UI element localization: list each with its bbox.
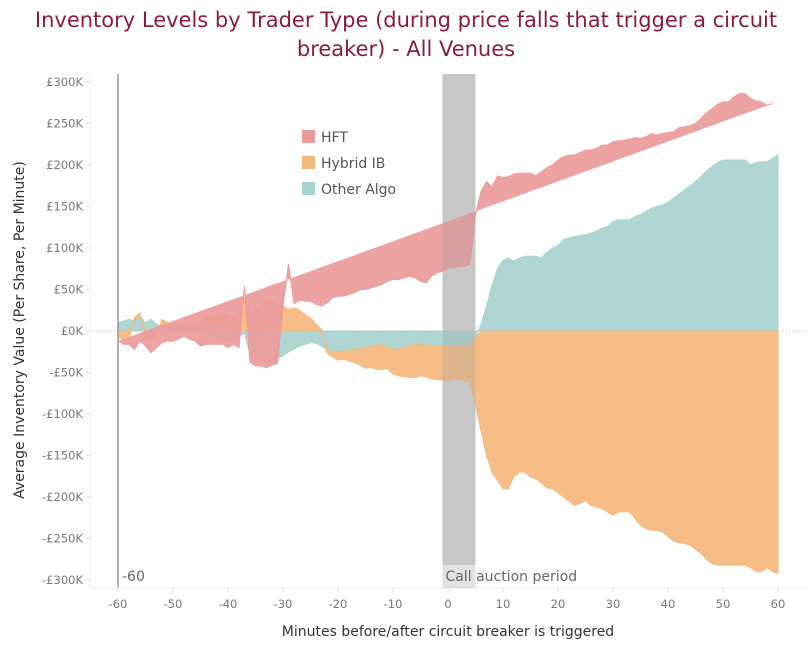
y-tick-label: £50K [54, 283, 84, 297]
x-tick-label: 30 [606, 597, 621, 611]
legend-swatch [302, 182, 315, 195]
y-tick-label: £0K [61, 324, 84, 338]
x-tick-label: 20 [551, 597, 566, 611]
x-tick-label: -30 [274, 597, 293, 611]
legend-label: Other Algo [321, 182, 396, 198]
y-tick-label: -£250K [42, 532, 83, 546]
y-tick-label: £250K [46, 117, 83, 131]
y-tick-label: -£100K [42, 407, 83, 421]
legend: HFT Hybrid IB Other Algo [302, 130, 396, 198]
y-tick-label: -£200K [42, 490, 83, 504]
y-tick-label: -£50K [49, 366, 83, 380]
area-layer [117, 74, 779, 588]
y-tick-label: £200K [46, 158, 83, 172]
x-tick-label: 40 [661, 597, 676, 611]
area-hft [117, 93, 773, 369]
x-tick-label: -60 [109, 597, 128, 611]
x-tick-label: 10 [496, 597, 511, 611]
x-tick-label: 60 [771, 597, 786, 611]
x-tick-label: -10 [384, 597, 403, 611]
x-tick-label: 50 [716, 597, 731, 611]
y-tick-label: £300K [46, 75, 83, 89]
y-tick-label: -£300K [42, 573, 83, 587]
y-tick-label: £150K [46, 200, 83, 214]
y-tick-label: £100K [46, 241, 83, 255]
legend-label: HFT [321, 130, 348, 146]
call-auction-label: Call auction period [446, 569, 578, 585]
chart-title: Inventory Levels by Trader Type (during … [34, 8, 778, 61]
reference-line-label: -60 [122, 569, 145, 585]
legend-label: Hybrid IB [321, 156, 385, 172]
legend-swatch [302, 130, 315, 143]
x-tick-label: -50 [164, 597, 183, 611]
reference-layer: -60 Call auction period [90, 74, 806, 588]
y-tick-label: -£150K [42, 449, 83, 463]
x-tick-label: -20 [329, 597, 348, 611]
x-axis-title: Minutes before/after circuit breaker is … [282, 624, 614, 640]
y-axis-title: Average Inventory Value (Per Share, Per … [12, 161, 28, 499]
x-axis: -60 -50 -40 -30 -20 -10 0 10 20 30 40 50 60 [109, 588, 786, 611]
x-tick-label: 0 [444, 597, 451, 611]
legend-swatch [302, 156, 315, 169]
x-tick-label: -40 [219, 597, 238, 611]
call-auction-label-bg [442, 565, 476, 587]
